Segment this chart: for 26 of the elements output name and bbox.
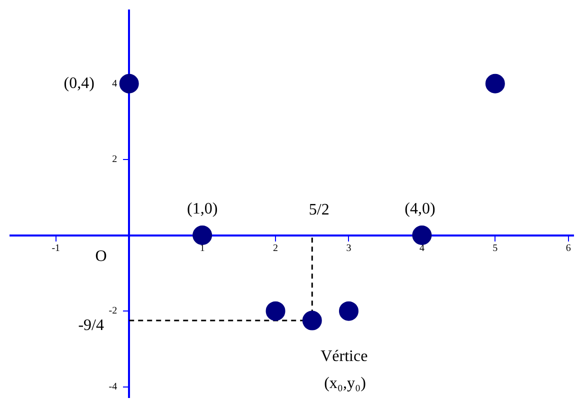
annotation: -9/4: [78, 316, 104, 334]
annotation: (1,0): [186, 200, 218, 218]
point: [266, 301, 286, 321]
x-tick-label: 3: [346, 242, 352, 254]
point: [302, 310, 322, 330]
annotation: (0,4): [64, 74, 94, 92]
point: [338, 301, 358, 321]
y-tick-label: -2: [108, 306, 118, 317]
x-tick-label: -1: [52, 242, 60, 254]
annotation: 5/2: [308, 201, 330, 218]
x-tick-label: 5: [492, 242, 498, 254]
x-tick-label: 2: [273, 242, 278, 254]
annotation: O: [95, 248, 107, 266]
annotation: (4,0): [404, 200, 436, 218]
y-tick-label: 2: [112, 154, 118, 166]
x-tick-label: 4: [419, 242, 424, 254]
point: [485, 74, 505, 94]
x-tick-label: 6: [566, 242, 571, 254]
x-tick-label: 1: [200, 242, 205, 254]
annotation: (x₀,y₀): [324, 375, 366, 392]
annotation: Vértice: [320, 348, 368, 365]
y-tick-label: 4: [112, 78, 118, 90]
point: [119, 74, 139, 94]
point: [412, 226, 432, 246]
y-tick-label: -4: [108, 382, 118, 393]
point: [192, 226, 212, 246]
